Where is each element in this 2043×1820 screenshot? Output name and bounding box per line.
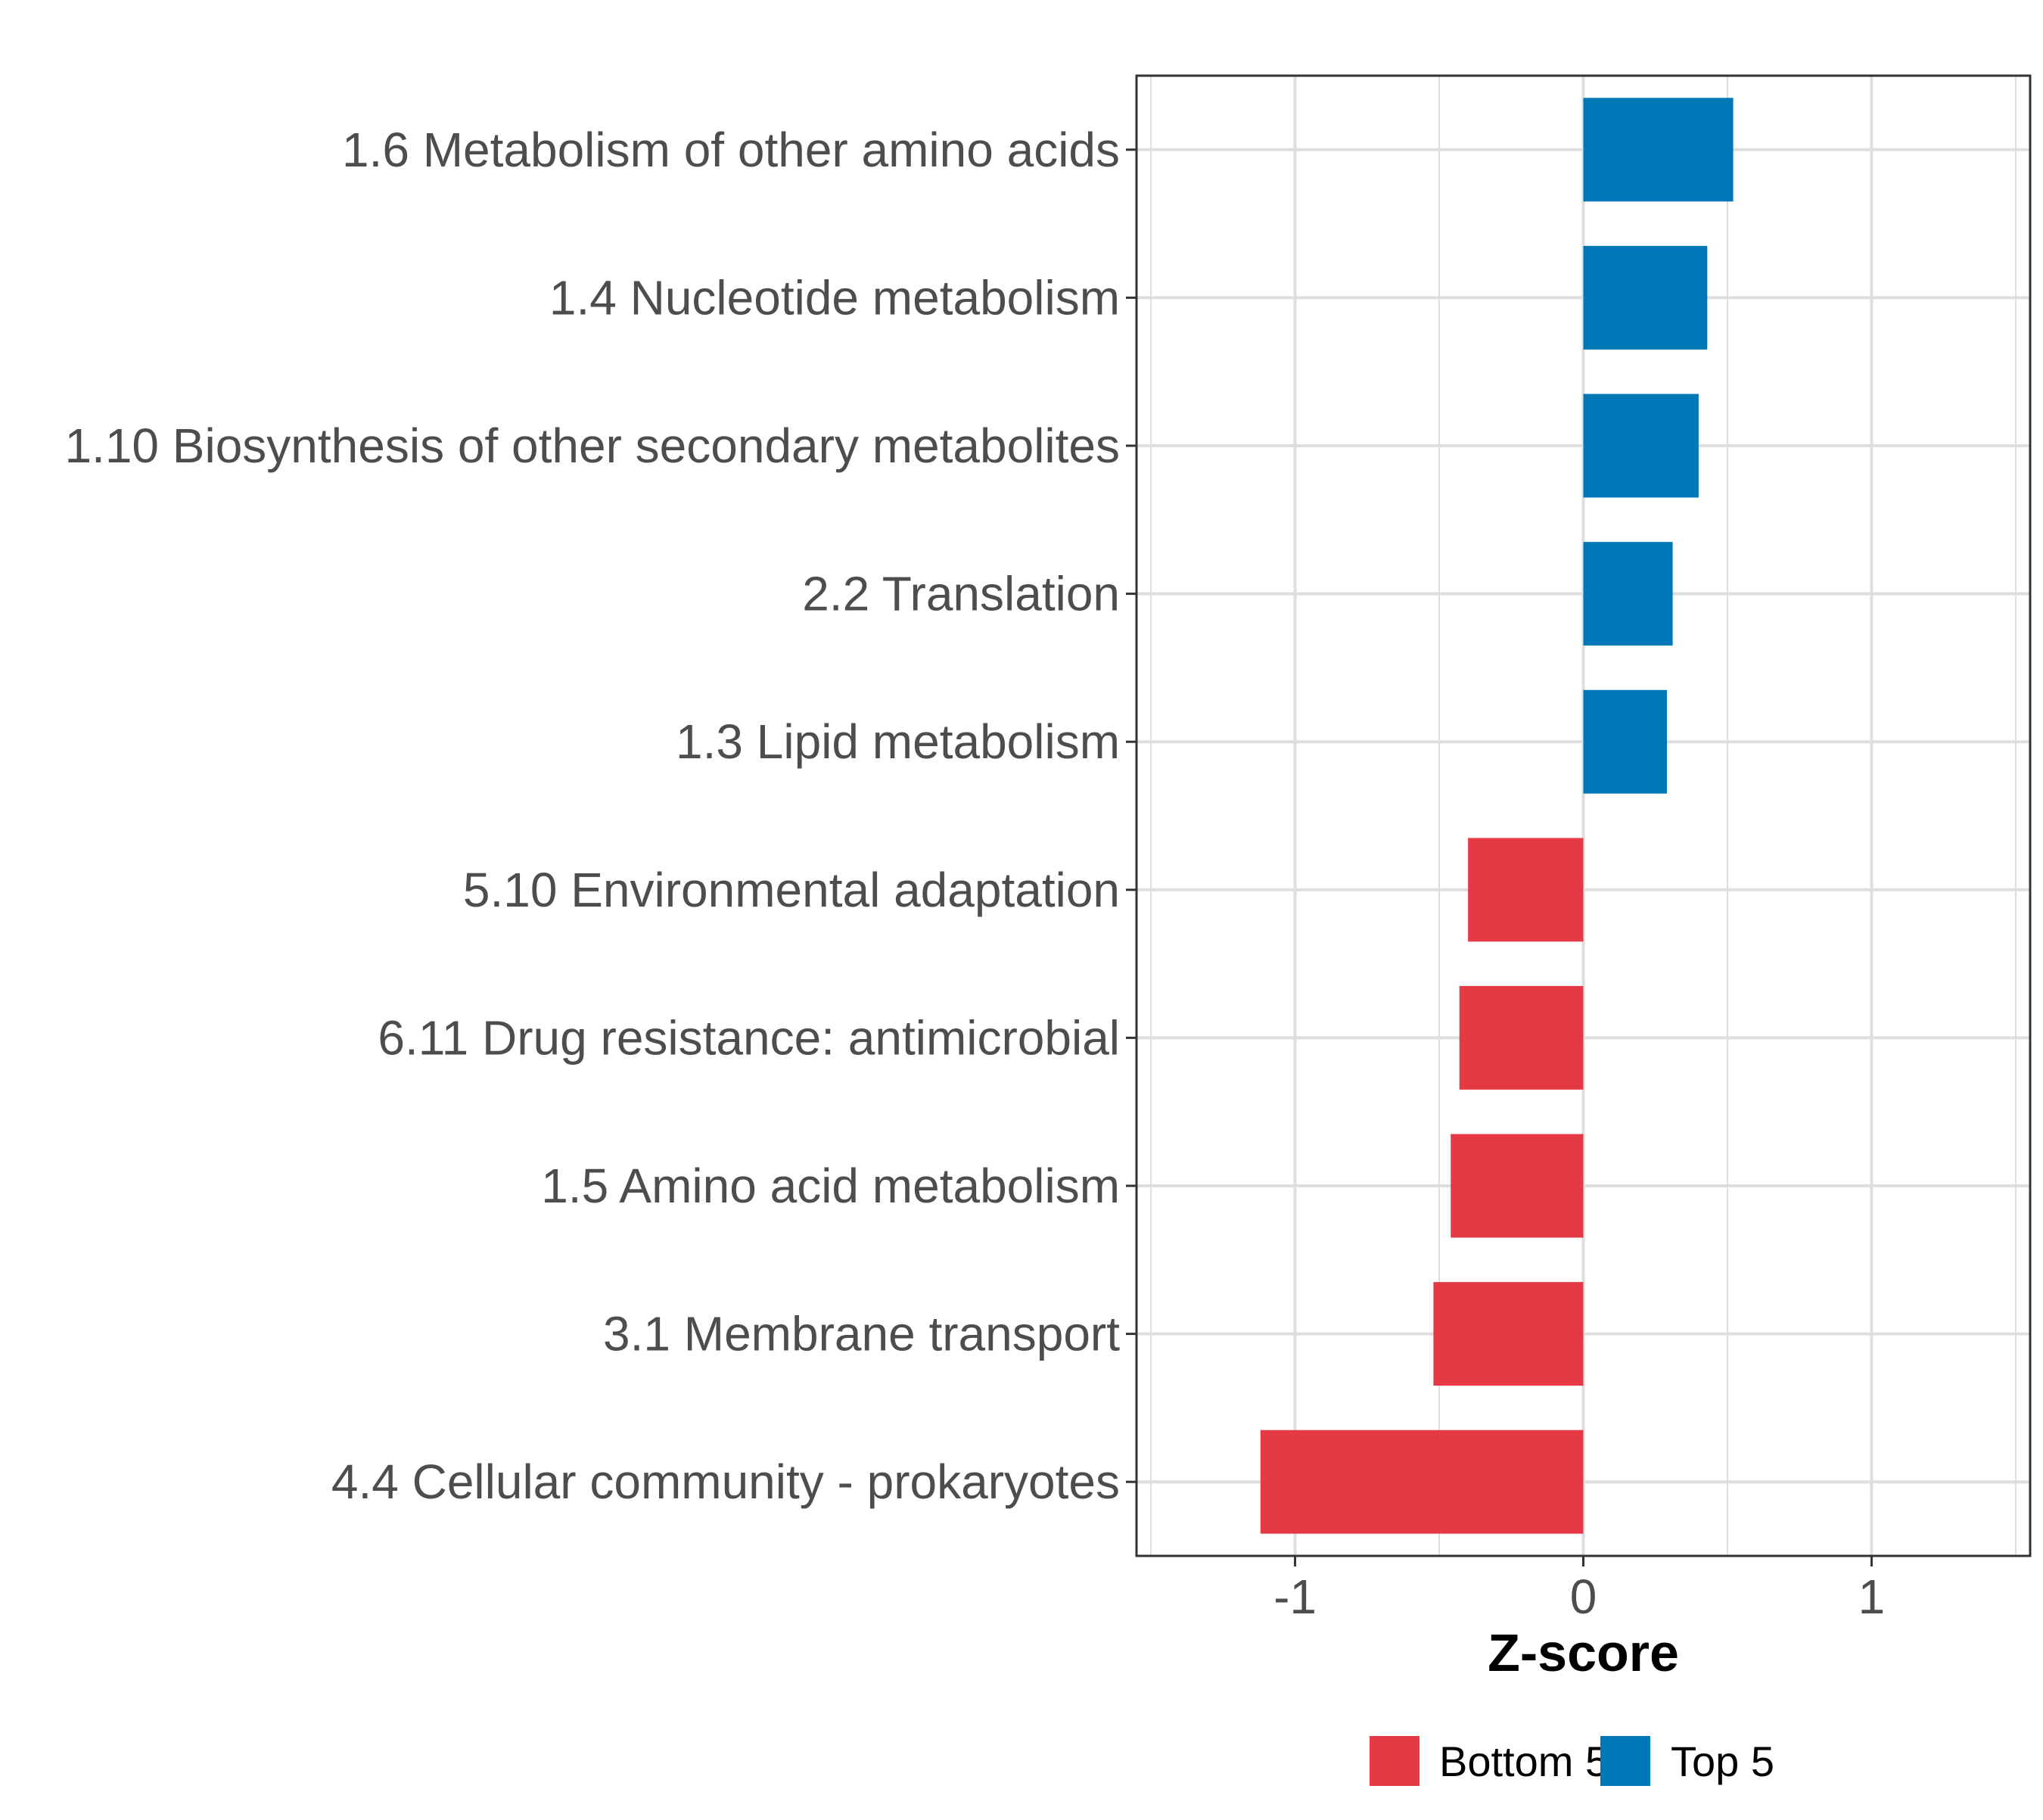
category-label: 1.6 Metabolism of other amino acids	[342, 123, 1120, 177]
label-layer: 1.6 Metabolism of other amino acids 1.4 N…	[64, 123, 1885, 1624]
legend-label: Top 5	[1671, 1738, 1774, 1785]
bar-10	[1260, 1430, 1584, 1534]
legend-label: Bottom 5	[1439, 1738, 1609, 1785]
category-label: 1.10 Biosynthesis of other secondary met…	[64, 418, 1120, 473]
bar-9	[1433, 1282, 1584, 1386]
x-tick-label: 0	[1570, 1570, 1597, 1624]
bar-1	[1583, 98, 1734, 202]
tick-layer	[1126, 148, 1873, 1566]
x-axis-title: Z-score	[1488, 1623, 1679, 1682]
bar-7	[1459, 985, 1584, 1090]
category-label: 1.3 Lipid metabolism	[676, 714, 1120, 769]
bar-2	[1583, 245, 1708, 350]
bar-5	[1583, 689, 1667, 794]
category-label: 3.1 Membrane transport	[603, 1307, 1120, 1361]
category-label: 2.2 Translation	[802, 567, 1120, 621]
legend: Bottom 5 Top 5	[1370, 1736, 1774, 1786]
legend-key	[1370, 1736, 1420, 1786]
legend-key	[1600, 1736, 1650, 1786]
x-tick-label: -1	[1273, 1570, 1317, 1624]
bar-8	[1451, 1134, 1584, 1238]
category-label: 5.10 Environmental adaptation	[463, 863, 1120, 917]
bar-3	[1583, 394, 1699, 498]
bar-6	[1468, 838, 1584, 942]
x-tick-label: 1	[1858, 1570, 1886, 1624]
category-label: 1.4 Nucleotide metabolism	[549, 270, 1120, 325]
bar-4	[1583, 542, 1673, 646]
category-label: 6.11 Drug resistance: antimicrobial	[378, 1010, 1120, 1065]
bar-layer	[1260, 98, 1734, 1534]
category-label: 1.5 Amino acid metabolism	[541, 1159, 1120, 1213]
category-label: 4.4 Cellular community - prokaryotes	[331, 1454, 1120, 1509]
